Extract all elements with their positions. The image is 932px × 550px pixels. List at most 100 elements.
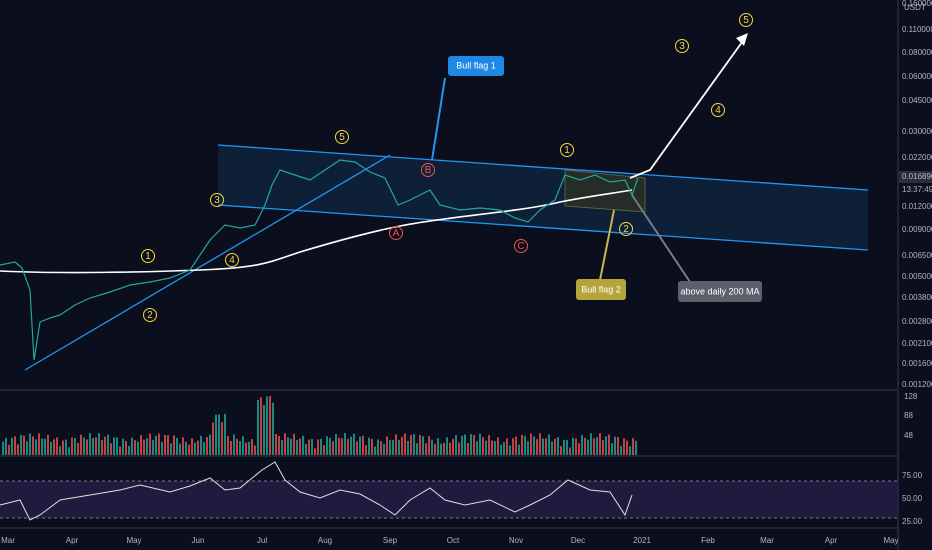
wave-label: 1 xyxy=(145,251,151,262)
volume-bar xyxy=(383,443,385,455)
projection-arrow xyxy=(629,37,746,179)
volume-bar xyxy=(347,438,349,455)
volume-bar xyxy=(35,439,37,455)
volume-bar xyxy=(569,447,571,455)
wave-label: 5 xyxy=(743,15,749,26)
volume-bar xyxy=(368,437,370,455)
volume-bar xyxy=(380,441,382,455)
volume-bar xyxy=(329,437,331,455)
volume-bar xyxy=(410,435,412,455)
volume-bar xyxy=(71,437,73,455)
volume-bar xyxy=(206,437,208,455)
wave-label: 5 xyxy=(339,132,345,143)
time-tick-label: Mar xyxy=(1,536,15,545)
volume-bar xyxy=(113,437,115,455)
volume-bar xyxy=(215,414,217,455)
volume-bar xyxy=(566,440,568,455)
volume-bar xyxy=(77,442,79,455)
volume-bar xyxy=(11,437,13,455)
volume-bar xyxy=(128,445,130,455)
volume-bar xyxy=(518,444,520,455)
volume-bar xyxy=(152,440,154,455)
volume-bar xyxy=(296,440,298,455)
volume-bar xyxy=(53,439,55,455)
wave-marker xyxy=(711,103,725,117)
volume-bar xyxy=(2,441,4,455)
volume-bar xyxy=(179,443,181,455)
wave-marker xyxy=(210,193,224,207)
time-tick-label: Aug xyxy=(318,536,332,545)
volume-bar xyxy=(176,437,178,455)
volume-bar xyxy=(506,438,508,455)
volume-bar xyxy=(488,435,490,455)
volume-bar xyxy=(482,437,484,455)
volume-bar xyxy=(287,437,289,455)
volume-bar xyxy=(458,442,460,455)
volume-bar xyxy=(578,443,580,455)
rsi-tick-label: 75.00 xyxy=(902,471,923,480)
wave-label: C xyxy=(517,241,524,252)
volume-bar xyxy=(371,439,373,455)
volume-tick-label: 128 xyxy=(904,392,918,401)
volume-bar xyxy=(227,435,229,455)
volume-bar xyxy=(149,433,151,455)
wave-marker xyxy=(225,253,239,267)
volume-bar xyxy=(260,397,262,455)
volume-bar xyxy=(572,437,574,455)
wave-marker xyxy=(739,13,753,27)
volume-bar xyxy=(521,435,523,455)
current-price: 0.016896 xyxy=(902,172,932,181)
volume-bar xyxy=(131,437,133,455)
volume-bar xyxy=(386,436,388,455)
volume-bar xyxy=(125,441,127,455)
volume-tick-label: 48 xyxy=(904,431,913,440)
volume-bar xyxy=(611,443,613,455)
volume-bar xyxy=(305,443,307,455)
volume-bar xyxy=(605,436,607,455)
volume-bar xyxy=(158,433,160,455)
volume-bar xyxy=(26,441,28,455)
volume-bar xyxy=(146,438,148,455)
volume-bar xyxy=(500,444,502,455)
volume-bar xyxy=(299,438,301,455)
volume-bar xyxy=(89,433,91,455)
time-tick-label: Mar xyxy=(760,536,774,545)
volume-bar xyxy=(68,447,70,455)
volume-bar xyxy=(524,435,526,455)
volume-bar xyxy=(143,439,145,455)
volume-bar xyxy=(425,443,427,455)
volume-bar xyxy=(404,433,406,455)
volume-bar xyxy=(413,434,415,455)
time-tick-label: Jul xyxy=(257,536,267,545)
volume-bar xyxy=(473,435,475,455)
volume-bar xyxy=(584,437,586,455)
volume-bar xyxy=(320,438,322,455)
volume-bar xyxy=(533,436,535,455)
volume-bar xyxy=(530,433,532,455)
wave-label: 3 xyxy=(679,41,685,52)
wave-label: 1 xyxy=(564,145,570,156)
volume-bar xyxy=(596,437,598,455)
volume-bar xyxy=(428,436,430,455)
volume-bar xyxy=(191,438,193,455)
volume-bar xyxy=(224,413,226,455)
volume-bar xyxy=(248,441,250,455)
volume-bar xyxy=(614,436,616,455)
wave-marker xyxy=(675,39,689,53)
volume-bar xyxy=(170,443,172,455)
volume-bar xyxy=(284,433,286,455)
time-tick-label: Nov xyxy=(509,536,523,545)
volume-bar xyxy=(311,438,313,455)
volume-bar xyxy=(563,440,565,455)
volume-bar xyxy=(23,435,25,455)
volume-bar xyxy=(8,444,10,455)
